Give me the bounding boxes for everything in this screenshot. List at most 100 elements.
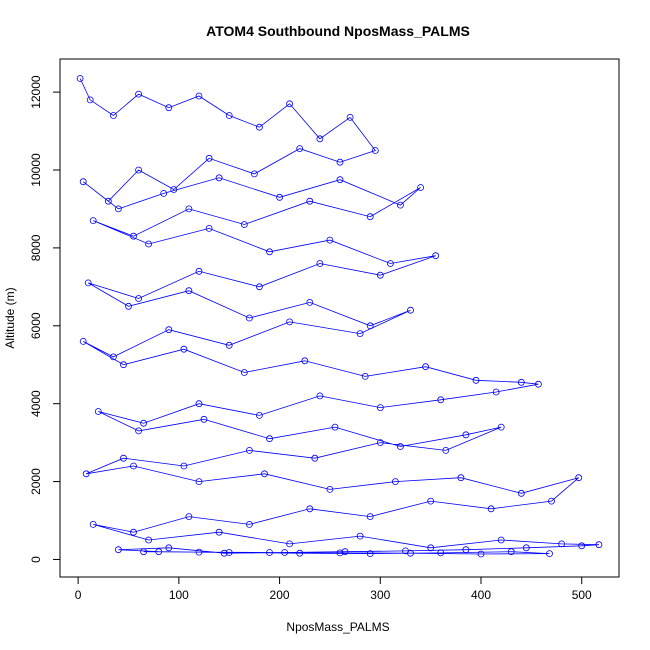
data-point bbox=[497, 536, 505, 544]
data-point bbox=[266, 435, 273, 443]
data-point bbox=[135, 295, 143, 302]
x-tick-label: 100 bbox=[169, 588, 189, 602]
data-point bbox=[326, 485, 334, 493]
data-point bbox=[82, 470, 90, 478]
data-point bbox=[311, 454, 319, 462]
data-point bbox=[245, 521, 253, 528]
data-point bbox=[140, 548, 148, 556]
data-point bbox=[185, 287, 193, 295]
data-point bbox=[366, 213, 374, 221]
data-point bbox=[135, 427, 143, 435]
plot-area bbox=[59, 58, 620, 578]
data-point bbox=[427, 544, 435, 552]
data-point bbox=[266, 549, 273, 556]
x-axis-label: NposMass_PALMS bbox=[286, 620, 389, 634]
data-point bbox=[316, 260, 324, 267]
data-point bbox=[331, 423, 339, 431]
data-point bbox=[487, 505, 495, 513]
data-point bbox=[286, 318, 294, 326]
y-tick-label: 0 bbox=[29, 556, 43, 563]
data-point bbox=[356, 330, 364, 338]
data-point bbox=[336, 549, 344, 557]
data-point bbox=[535, 380, 542, 388]
data-point bbox=[462, 431, 470, 439]
data-point bbox=[578, 542, 586, 550]
data-point bbox=[145, 240, 153, 248]
data-point bbox=[462, 546, 470, 554]
data-point bbox=[89, 217, 97, 225]
data-point bbox=[165, 544, 173, 552]
x-tick-label: 500 bbox=[572, 588, 592, 602]
data-point bbox=[180, 462, 188, 470]
data-point bbox=[361, 372, 369, 380]
data-point bbox=[205, 224, 213, 232]
data-point bbox=[79, 337, 87, 345]
chart-title: ATOM4 Southbound NposMass_PALMS bbox=[206, 23, 470, 39]
data-point bbox=[376, 404, 384, 412]
data-point bbox=[266, 248, 273, 256]
data-point bbox=[286, 540, 294, 548]
data-point bbox=[336, 158, 344, 166]
data-point bbox=[135, 166, 143, 174]
data-point bbox=[546, 550, 553, 557]
data-point bbox=[195, 267, 203, 275]
data-point bbox=[155, 548, 163, 556]
data-point bbox=[548, 497, 555, 505]
data-point bbox=[391, 478, 399, 486]
data-point bbox=[336, 176, 344, 184]
data-point bbox=[125, 302, 132, 310]
y-tick-label: 12000 bbox=[29, 75, 43, 109]
data-point bbox=[140, 419, 148, 427]
data-point bbox=[437, 396, 445, 404]
data-point bbox=[255, 123, 263, 131]
data-point bbox=[306, 298, 314, 306]
data-point bbox=[575, 474, 583, 482]
data-point bbox=[366, 513, 374, 520]
data-point bbox=[165, 104, 173, 112]
data-point bbox=[185, 205, 193, 213]
data-point bbox=[558, 540, 565, 548]
data-point bbox=[170, 186, 178, 193]
data-point bbox=[104, 197, 112, 205]
data-point bbox=[507, 548, 515, 556]
data-point bbox=[215, 174, 223, 182]
data-point bbox=[195, 92, 203, 100]
data-point bbox=[225, 112, 233, 119]
x-axis: 0 100 200 300 400 500 bbox=[75, 576, 592, 602]
data-point bbox=[185, 513, 193, 520]
data-point bbox=[396, 443, 404, 450]
data-point bbox=[356, 532, 364, 540]
data-point bbox=[115, 205, 122, 213]
data-point bbox=[110, 353, 117, 361]
data-point bbox=[326, 236, 334, 244]
data-point bbox=[396, 201, 404, 209]
data-point bbox=[366, 550, 374, 557]
data-point bbox=[371, 147, 379, 154]
data-point bbox=[261, 470, 268, 478]
y-tick-label: 6000 bbox=[29, 312, 43, 339]
data-point bbox=[407, 306, 414, 314]
data-point bbox=[306, 197, 314, 205]
data-point bbox=[517, 378, 525, 386]
data-point bbox=[422, 363, 430, 371]
data-point bbox=[130, 462, 137, 470]
data-point bbox=[195, 400, 203, 408]
data-point bbox=[180, 345, 188, 353]
data-point bbox=[195, 478, 203, 486]
data-point bbox=[195, 548, 203, 556]
data-point bbox=[145, 536, 153, 544]
data-point bbox=[296, 549, 304, 557]
data-point bbox=[160, 189, 168, 197]
data-point bbox=[386, 260, 394, 267]
data-point bbox=[595, 541, 603, 549]
data-point bbox=[341, 548, 349, 556]
data-point bbox=[130, 232, 137, 240]
data-point bbox=[165, 326, 173, 334]
data-point bbox=[240, 369, 248, 376]
data-point bbox=[407, 549, 414, 557]
data-point bbox=[79, 178, 87, 186]
x-tick-label: 200 bbox=[270, 588, 290, 602]
x-tick-label: 300 bbox=[370, 588, 390, 602]
data-point bbox=[240, 221, 248, 228]
